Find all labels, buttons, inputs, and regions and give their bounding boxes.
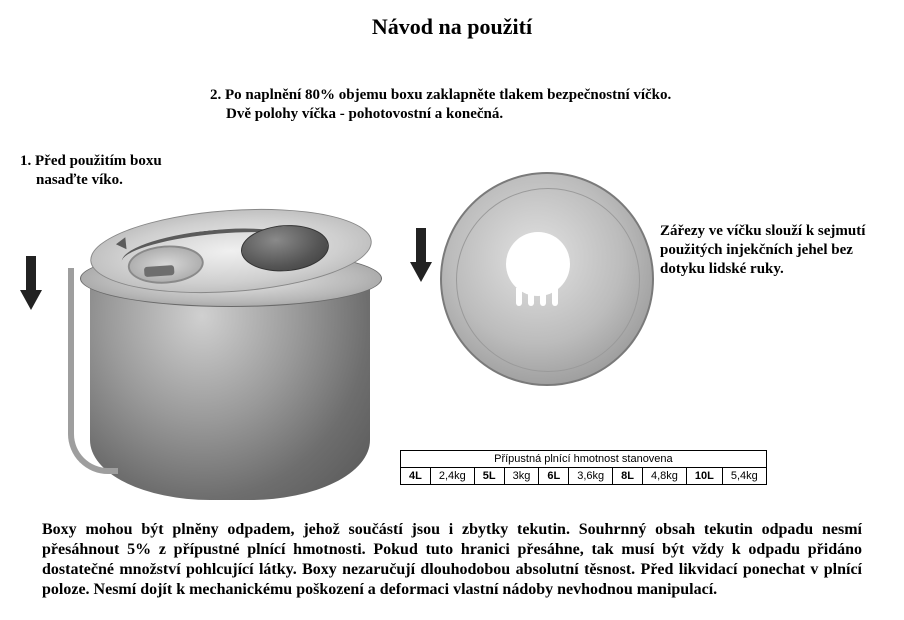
- mass-cell: 4L: [401, 468, 431, 485]
- mass-cell: 10L: [686, 468, 722, 485]
- arrow-down-icon: [20, 256, 42, 310]
- mass-cell: 5L: [474, 468, 504, 485]
- mass-cell: 3,6kg: [569, 468, 613, 485]
- lid-needle-notches: [514, 288, 562, 306]
- page: Návod na použití 2. Po naplnění 80% obje…: [0, 0, 904, 620]
- body-paragraph: Boxy mohou být plněny odpadem, jehož sou…: [42, 520, 862, 600]
- step-2-line1: 2. Po naplnění 80% objemu boxu zaklapnět…: [210, 87, 671, 103]
- mass-table: Přípustná plnící hmotnost stanovena 4L 2…: [400, 450, 767, 485]
- arrow-down-icon: [410, 228, 432, 282]
- bucket-illustration: [60, 160, 400, 510]
- mass-cell: 6L: [539, 468, 569, 485]
- mass-cell: 8L: [613, 468, 643, 485]
- mass-cell: 3kg: [504, 468, 539, 485]
- mass-table-row: 4L 2,4kg 5L 3kg 6L 3,6kg 8L 4,8kg 10L 5,…: [401, 468, 767, 485]
- lid-detail-illustration: [440, 172, 654, 386]
- mass-cell: 5,4kg: [722, 468, 766, 485]
- mass-cell: 2,4kg: [430, 468, 474, 485]
- needle-note: Zářezy ve víčku slouží k sejmutí použitý…: [660, 222, 890, 278]
- page-title: Návod na použití: [0, 14, 904, 40]
- bucket-handle: [68, 268, 118, 474]
- lid-needle-hole: [506, 232, 570, 296]
- mass-table-header: Přípustná plnící hmotnost stanovena: [401, 451, 767, 468]
- step-2-line2: Dvě polohy víčka - pohotovostní a konečn…: [210, 105, 710, 124]
- step-2: 2. Po naplnění 80% objemu boxu zaklapnět…: [210, 86, 710, 124]
- mass-cell: 4,8kg: [642, 468, 686, 485]
